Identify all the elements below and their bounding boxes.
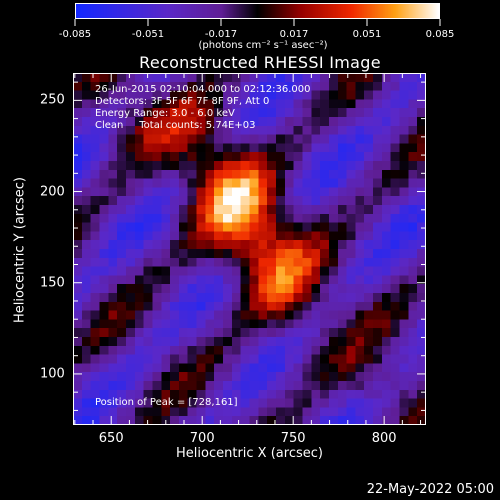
colorbar-tick-label: -0.051 xyxy=(131,29,165,40)
x-tick-label: 750 xyxy=(280,431,306,446)
y-tick-label: 150 xyxy=(40,275,65,291)
y-axis-label: Heliocentric Y (arcsec) xyxy=(12,177,28,323)
colorbar-gradient xyxy=(76,4,439,18)
colorbar-tick-label: 0.051 xyxy=(352,29,382,40)
colorbar-tick-label: -0.017 xyxy=(204,29,238,40)
annotation-peak-position: Position of Peak = [728,161] xyxy=(95,397,238,408)
y-tick-label: 200 xyxy=(40,184,65,200)
heatmap-image xyxy=(73,73,426,425)
chart-title: Reconstructed RHESSI Image xyxy=(139,53,381,72)
x-tick-label: 800 xyxy=(371,431,397,446)
annotation-detectors: Detectors: 3F 5F 6F 7F 8F 9F, Att 0 xyxy=(95,96,270,107)
x-axis-label: Heliocentric X (arcsec) xyxy=(176,446,323,461)
footer-date: 22-May-2022 05:00 xyxy=(366,482,494,497)
annotation-energy-range: Energy Range: 3.0 - 6.0 keV xyxy=(95,108,235,119)
y-tick-label: 250 xyxy=(40,92,65,108)
colorbar-units: (photons cm⁻² s⁻¹ asec⁻²) xyxy=(198,40,328,51)
x-tick-label: 700 xyxy=(189,431,215,446)
y-tick-label: 100 xyxy=(40,366,65,382)
colorbar-tick-label: -0.085 xyxy=(58,29,92,40)
x-tick-label: 650 xyxy=(98,431,124,446)
colorbar xyxy=(75,3,440,19)
colorbar-tick-label: 0.085 xyxy=(425,29,455,40)
colorbar-tick-label: 0.017 xyxy=(279,29,309,40)
annotation-time-range: 26-Jun-2015 02:10:04.000 to 02:12:36.000 xyxy=(95,84,311,95)
image-plot-area xyxy=(73,73,426,425)
annotation-clean-counts: Clean Total counts: 5.74E+03 xyxy=(95,120,256,131)
